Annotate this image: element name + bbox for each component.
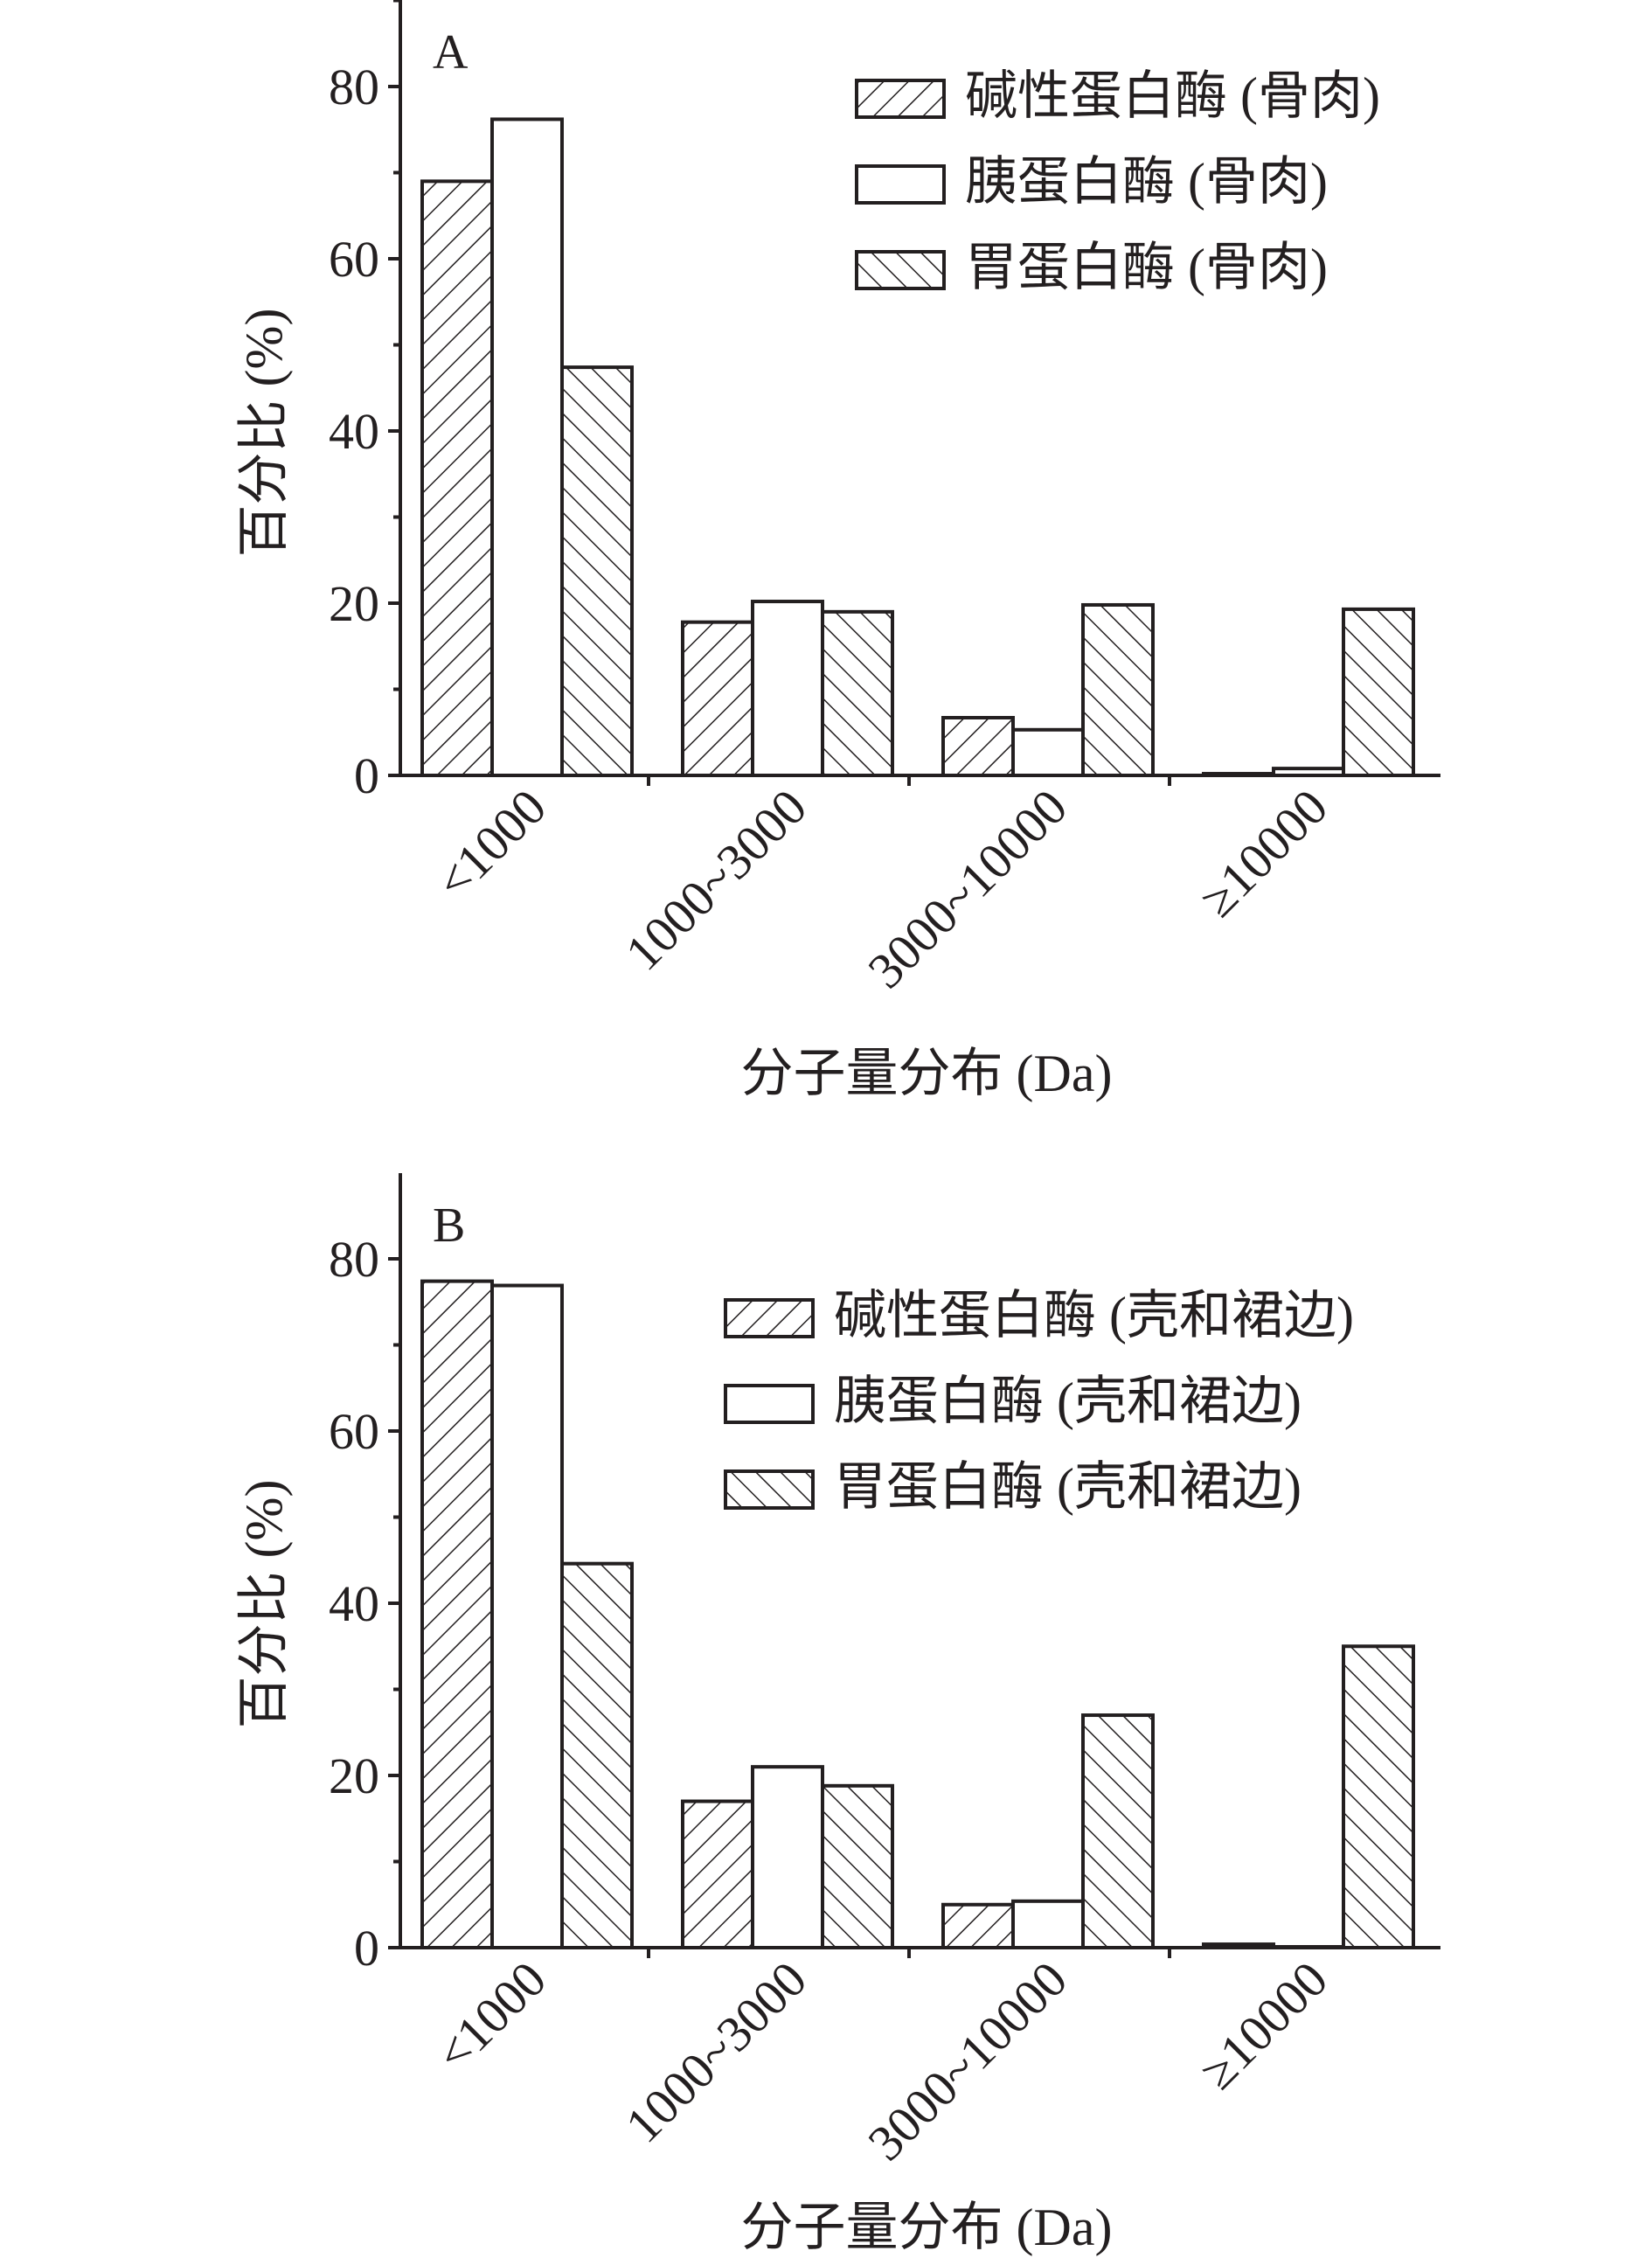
y-tick-label: 40 bbox=[329, 403, 379, 460]
axes-group bbox=[399, 0, 1440, 777]
x-tick-label: 1000~3000 bbox=[614, 1950, 817, 2153]
y-tick-label: 0 bbox=[354, 1920, 379, 1977]
legend-swatch-1 bbox=[855, 79, 946, 119]
bar-3-1 bbox=[941, 716, 1015, 778]
bar-3-2 bbox=[1011, 727, 1085, 777]
bar-3-2 bbox=[1011, 1899, 1085, 1950]
legend-swatch-1 bbox=[724, 1298, 815, 1338]
bar-1-2 bbox=[490, 117, 564, 777]
legend-swatch-2 bbox=[855, 164, 946, 205]
x-tick-label: 3000~10000 bbox=[857, 1950, 1078, 2171]
bar-1-3 bbox=[560, 1561, 634, 1949]
bar-2-2 bbox=[751, 600, 824, 778]
x-ticks-group: <1000 1000~3000 3000~10000 ≥10000 bbox=[425, 1948, 1338, 2171]
bar-3-1 bbox=[941, 1902, 1015, 1949]
x-ticks-group: <1000 1000~3000 3000~10000 ≥10000 bbox=[425, 775, 1338, 999]
y-tick-label: 80 bbox=[329, 1231, 379, 1288]
bar-2-2 bbox=[751, 1765, 824, 1950]
y-tick-label: 40 bbox=[329, 1575, 379, 1632]
y-axis-title: 百分比 (%) bbox=[235, 1480, 293, 1729]
bar-1-1 bbox=[420, 1279, 494, 1949]
y-tick-label: 20 bbox=[329, 575, 379, 632]
x-tick-label: ≥10000 bbox=[1189, 1950, 1338, 2100]
legend-label-2: 胰蛋白酶 (壳和裙边) bbox=[834, 1372, 1301, 1430]
x-tick-label: <1000 bbox=[425, 778, 557, 910]
legend: 碱性蛋白酶 (骨肉) 胰蛋白酶 (骨肉) 胃蛋白酶 (骨肉) bbox=[855, 67, 1380, 296]
bar-4-3 bbox=[1342, 1644, 1415, 1949]
x-tick-label: ≥10000 bbox=[1189, 778, 1338, 928]
axes-group bbox=[399, 1173, 1440, 1949]
bar-2-3 bbox=[821, 609, 894, 777]
panel-label-a: A bbox=[433, 25, 469, 80]
y-ticks-group: 0 20 40 60 80 bbox=[329, 1231, 400, 1977]
y-tick-label: 60 bbox=[329, 231, 379, 288]
bar-2-3 bbox=[821, 1783, 894, 1949]
bar-1-2 bbox=[490, 1283, 564, 1950]
bar-4-3 bbox=[1342, 607, 1415, 778]
bar-2-1 bbox=[681, 620, 754, 777]
legend-label-3: 胃蛋白酶 (骨肉) bbox=[965, 239, 1328, 296]
legend-label-1: 碱性蛋白酶 (壳和裙边) bbox=[834, 1287, 1354, 1344]
legend-swatch-3 bbox=[724, 1469, 815, 1510]
x-tick-label: 3000~10000 bbox=[857, 778, 1078, 999]
bar-1-1 bbox=[420, 179, 494, 778]
y-axis-title: 百分比 (%) bbox=[235, 309, 293, 558]
panel-label-b: B bbox=[433, 1198, 465, 1253]
bars-group bbox=[420, 117, 1415, 778]
bar-3-3 bbox=[1081, 1713, 1155, 1950]
bars-group bbox=[420, 1279, 1415, 1950]
x-tick-label: 1000~3000 bbox=[614, 778, 817, 981]
x-axis-title: 分子量分布 (Da) bbox=[741, 2199, 1113, 2256]
legend-label-2: 胰蛋白酶 (骨肉) bbox=[965, 153, 1328, 211]
legend-label-3: 胃蛋白酶 (壳和裙边) bbox=[834, 1458, 1301, 1516]
legend-label-1: 碱性蛋白酶 (骨肉) bbox=[965, 67, 1380, 125]
chart-panel-a: 0 20 40 60 80 <1000 1000~3000 3000~10000 ≥10000… bbox=[235, 0, 1440, 1102]
y-tick-label: 0 bbox=[354, 747, 379, 804]
legend: 碱性蛋白酶 (壳和裙边) 胰蛋白酶 (壳和裙边) 胃蛋白酶 (壳和裙边) bbox=[724, 1287, 1354, 1516]
legend-swatch-2 bbox=[724, 1384, 815, 1424]
y-tick-label: 20 bbox=[329, 1747, 379, 1804]
y-tick-label: 60 bbox=[329, 1403, 379, 1460]
chart-panel-b: 0 20 40 60 80 <1000 1000~3000 3000~10000 ≥10000… bbox=[235, 1173, 1440, 2256]
bar-2-1 bbox=[681, 1799, 754, 1950]
x-axis-title: 分子量分布 (Da) bbox=[741, 1045, 1113, 1102]
y-ticks-group: 0 20 40 60 80 bbox=[329, 0, 400, 804]
y-tick-label: 80 bbox=[329, 59, 379, 115]
bar-1-3 bbox=[560, 365, 634, 777]
legend-swatch-3 bbox=[855, 250, 946, 290]
bar-3-3 bbox=[1081, 602, 1155, 777]
x-tick-label: <1000 bbox=[425, 1950, 557, 2082]
